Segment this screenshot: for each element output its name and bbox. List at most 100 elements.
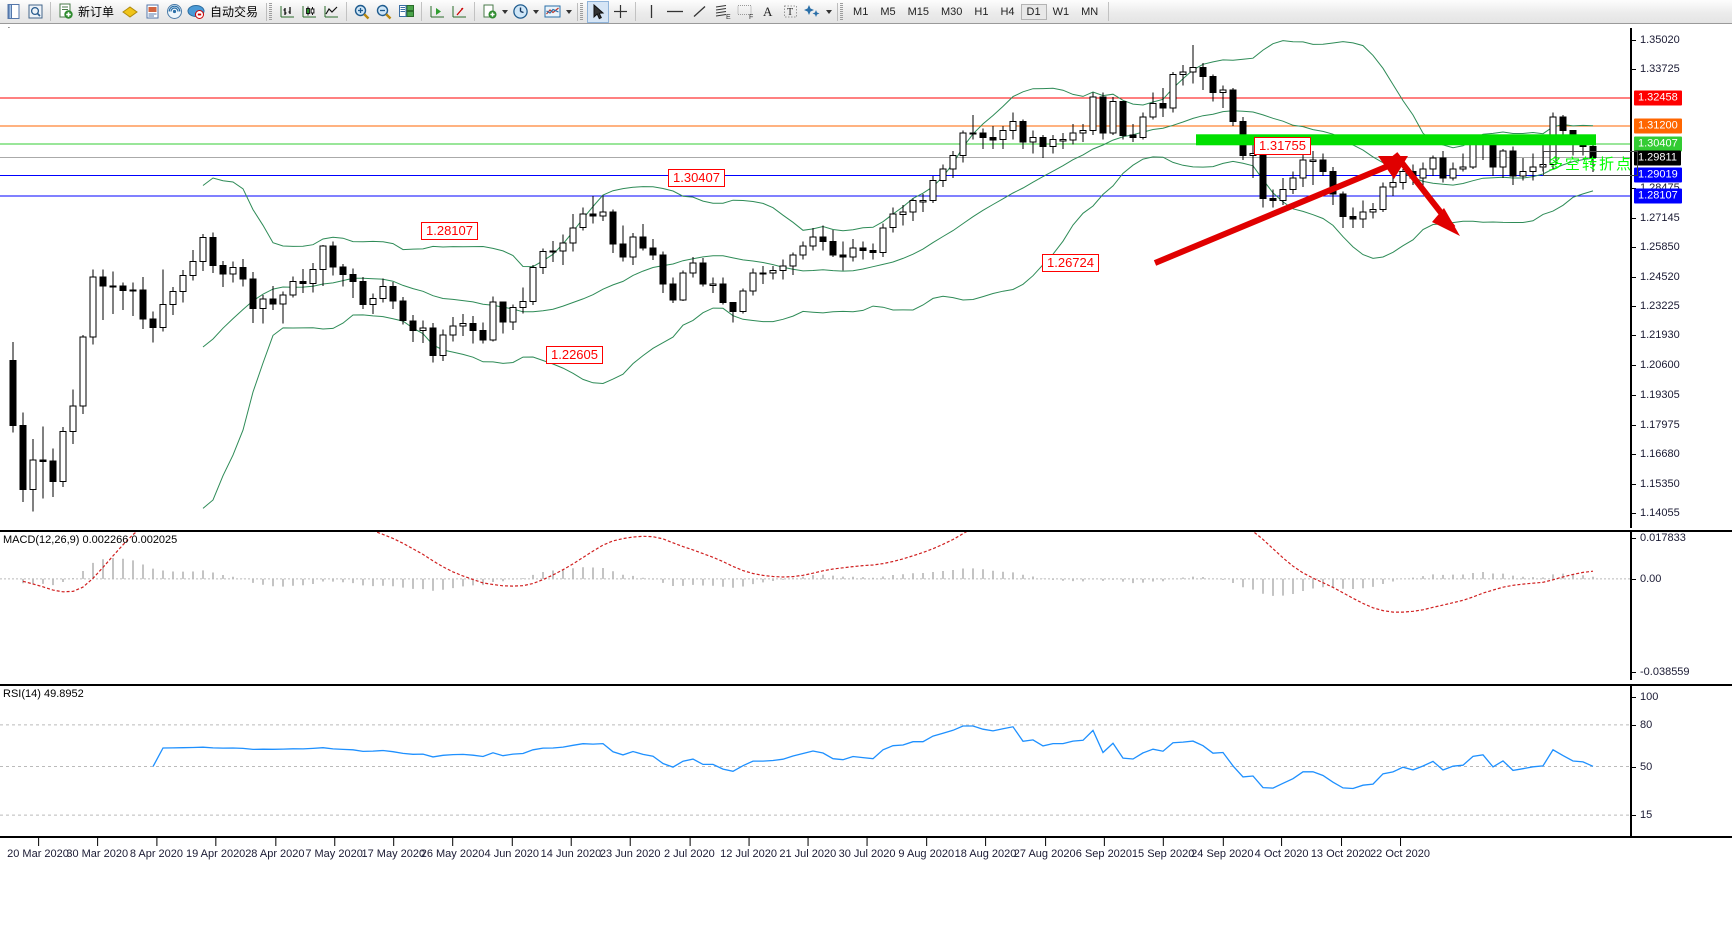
date-tick: 30 Mar 2020 (66, 838, 129, 860)
chevron-down-icon[interactable] (502, 9, 509, 14)
date-tick: 8 Apr 2020 (129, 838, 184, 860)
text-icon[interactable]: A (757, 1, 779, 23)
candlestick-chart-icon[interactable] (298, 1, 320, 23)
indicators-icon[interactable] (448, 1, 470, 23)
label-1-28107[interactable]: 1.28107 (421, 222, 478, 240)
date-tick: 27 Aug 2020 (1013, 838, 1076, 860)
label-1-31755[interactable]: 1.31755 (1254, 137, 1311, 155)
zoom-in-icon[interactable] (351, 1, 373, 23)
date-tick: 9 Aug 2020 (898, 838, 955, 860)
rsi-tick: 100 (1632, 691, 1658, 703)
market-icon[interactable] (141, 1, 163, 23)
price-tick: 1.25850 (1632, 241, 1680, 253)
date-tick: 7 May 2020 (305, 838, 363, 860)
toolbar-grip-2 (577, 2, 585, 21)
label-1-26724[interactable]: 1.26724 (1042, 254, 1099, 272)
tab-timeframe-m1[interactable]: M1 (853, 5, 869, 18)
rsi-tick: 80 (1632, 719, 1652, 731)
autotrading-button[interactable]: 自动交易 (185, 1, 263, 23)
macd-pane[interactable]: MACD(12,26,9) 0.002266 0.002025 0.017833… (0, 530, 1732, 680)
price-label-support-green[interactable]: 1.30407 (1634, 136, 1682, 152)
price-tick: 1.23225 (1632, 300, 1680, 312)
line-chart-icon[interactable] (320, 1, 342, 23)
tile-windows-icon[interactable] (395, 1, 417, 23)
horizontal-line-icon[interactable] (662, 1, 688, 23)
new-order-button[interactable]: 新订单 (55, 1, 119, 23)
label-1-22605[interactable]: 1.22605 (546, 346, 603, 364)
price-tick: 1.14055 (1632, 507, 1680, 519)
price-tick: 1.20600 (1632, 359, 1680, 371)
price-plot[interactable] (0, 28, 1630, 528)
price-pane[interactable]: 1.350201.337251.284751.271451.258501.245… (0, 28, 1732, 528)
date-tick: 6 Sep 2020 (1075, 838, 1133, 860)
chart-window[interactable]: 1.350201.337251.284751.271451.258501.245… (0, 24, 1732, 944)
price-axis[interactable]: 1.350201.337251.284751.271451.258501.245… (1630, 28, 1732, 528)
date-axis[interactable]: 20 Mar 2020 30 Mar 2020 8 Apr 2020 19 Apr 2… (0, 836, 1732, 866)
zoom-out-icon[interactable] (373, 1, 395, 23)
chevron-down-icon-4[interactable] (826, 9, 833, 14)
svg-text:A: A (763, 4, 773, 19)
search-data-icon[interactable] (24, 1, 46, 23)
date-tick: 4 Oct 2020 (1254, 838, 1309, 860)
tab-timeframe-mn[interactable]: MN (1081, 5, 1099, 18)
toolbar-divider-2 (346, 2, 348, 21)
tab-timeframe-h4[interactable]: H4 (1000, 5, 1015, 18)
signals-icon[interactable] (119, 1, 141, 23)
tab-timeframe-m30[interactable]: M30 (941, 5, 963, 18)
data-window-icon[interactable] (426, 1, 448, 23)
text-label-icon[interactable]: T (779, 1, 801, 23)
main-toolbar: 新订单 自动交易 (0, 0, 1732, 24)
macd-axis[interactable]: 0.017833 0.00 -0.038559 (1630, 532, 1732, 680)
tab-timeframe-m5[interactable]: M5 (880, 5, 896, 18)
rsi-pane[interactable]: RSI(14) 49.8952 100 80 50 15 (0, 684, 1732, 836)
price-tick: 1.19305 (1632, 389, 1680, 401)
cursor-icon[interactable] (587, 0, 610, 23)
date-tick: 15 Sep 2020 (1131, 838, 1195, 860)
tab-timeframe-m15[interactable]: M15 (907, 5, 929, 18)
bar-chart-icon[interactable] (276, 1, 298, 23)
price-label-support-blue-2[interactable]: 1.28107 (1634, 188, 1682, 204)
fibonacci-icon[interactable]: E (711, 1, 734, 23)
rsi-svg (0, 724, 1630, 816)
templates-icon[interactable] (541, 1, 574, 23)
macd-tick: -0.038559 (1632, 666, 1690, 678)
date-tick: 19 Apr 2020 (185, 838, 246, 860)
rsi-tick: 50 (1632, 761, 1652, 773)
chevron-down-icon-2[interactable] (533, 9, 540, 14)
chevron-down-icon-3[interactable] (566, 9, 573, 14)
document-icon[interactable] (2, 1, 24, 23)
label-1-30407[interactable]: 1.30407 (668, 169, 725, 187)
vertical-line-icon[interactable] (640, 1, 662, 23)
wifi-icon[interactable] (163, 1, 185, 23)
toolbar-divider-6 (1108, 2, 1110, 21)
channel-icon[interactable]: F (734, 1, 757, 23)
tab-timeframe-w1[interactable]: W1 (1052, 5, 1070, 18)
crosshair-icon[interactable] (609, 1, 631, 23)
toolbar-divider-3 (421, 2, 423, 21)
rsi-plot[interactable] (0, 686, 1630, 836)
svg-text:T: T (787, 7, 793, 18)
trendline-icon[interactable] (688, 1, 711, 23)
rsi-axis[interactable]: 100 80 50 15 (1630, 686, 1732, 836)
tab-timeframe-h1[interactable]: H1 (974, 5, 989, 18)
macd-plot[interactable] (0, 532, 1630, 680)
date-tick: 20 Mar 2020 (7, 838, 69, 860)
shapes-icon[interactable] (801, 1, 834, 23)
date-tick: 14 Jun 2020 (540, 838, 602, 860)
price-label-current-price[interactable]: 1.29811 (1634, 150, 1681, 166)
period-clock-icon[interactable] (510, 1, 541, 23)
toolbar-grip (266, 2, 274, 21)
date-tick: 28 Apr 2020 (245, 838, 305, 860)
svg-text:E: E (726, 14, 731, 20)
date-tick: 22 Oct 2020 (1370, 838, 1430, 860)
tab-timeframe-d1[interactable]: D1 (1020, 3, 1047, 20)
price-label-resistance-red[interactable]: 1.32458 (1634, 90, 1682, 106)
price-label-resistance-orange[interactable]: 1.31200 (1634, 118, 1682, 134)
price-candles-svg (0, 40, 1630, 512)
chart-note-label[interactable]: 多空转折点 (1543, 151, 1639, 176)
add-indicator-icon[interactable] (479, 1, 510, 23)
price-label-support-blue-1[interactable]: 1.29019 (1634, 167, 1682, 183)
date-tick: 26 May 2020 (420, 838, 485, 860)
price-tick: 1.17975 (1632, 419, 1680, 431)
new-order-label: 新订单 (78, 5, 115, 19)
